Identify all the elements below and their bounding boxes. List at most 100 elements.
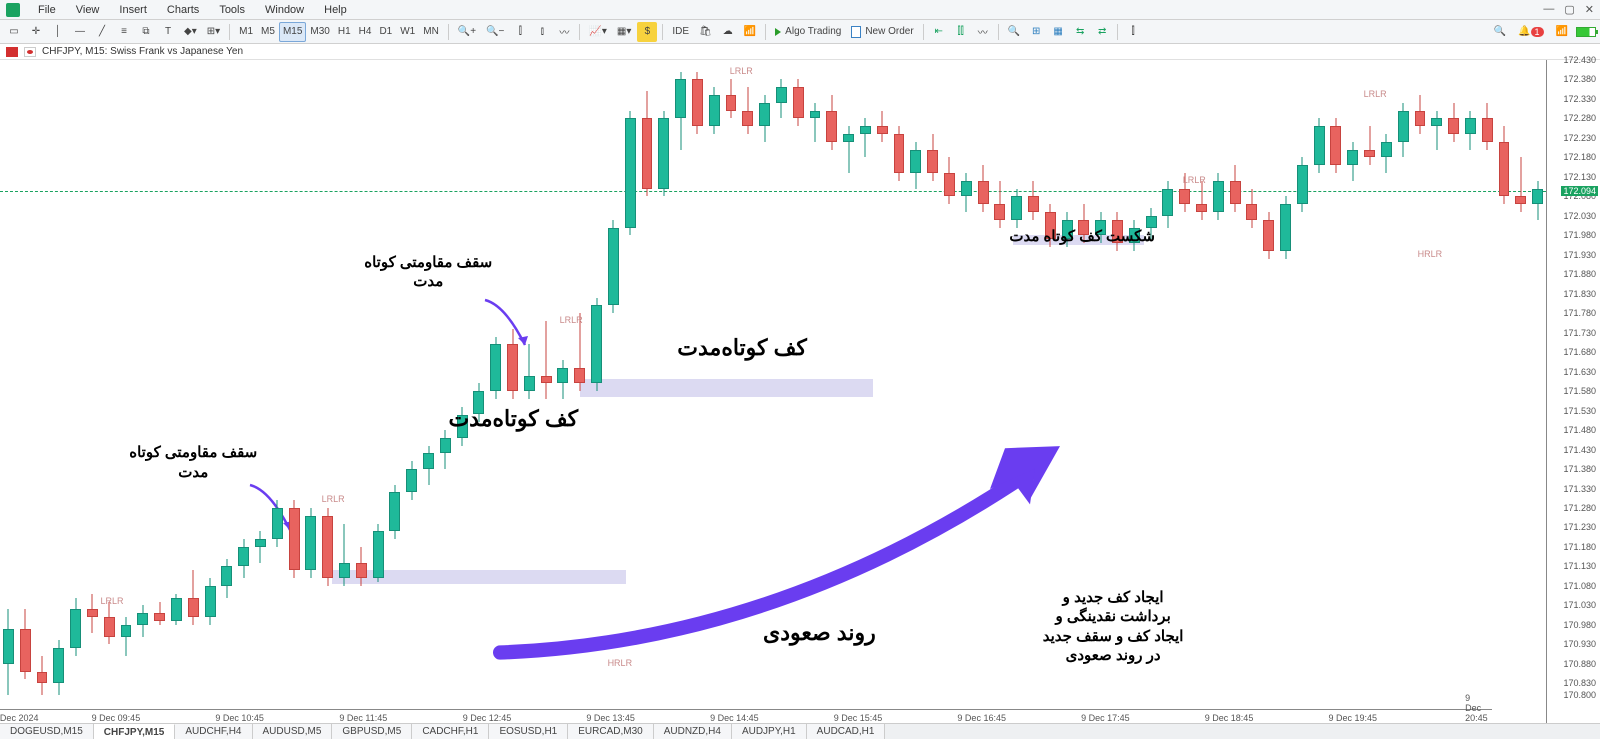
shift-end-icon[interactable]: ⇤ [929, 22, 949, 42]
battery-icon [1576, 27, 1596, 37]
chart-tab[interactable]: AUDCAD,H1 [807, 724, 886, 739]
candle [642, 60, 653, 695]
chart-tab[interactable]: AUDUSD,M5 [253, 724, 333, 739]
timeframe-d1[interactable]: D1 [375, 22, 396, 42]
chart-tab[interactable]: CHFJPY,M15 [94, 724, 176, 739]
algo-trading-button[interactable]: Algo Trading [771, 22, 845, 42]
ytick: 172.280 [1563, 113, 1596, 123]
ytick: 171.580 [1563, 386, 1596, 396]
candle [1364, 60, 1375, 695]
market-icon[interactable]: 🛍 [695, 22, 716, 42]
menu-file[interactable]: File [28, 4, 66, 16]
indicators-icon[interactable]: 📈▾ [585, 22, 610, 42]
menu-window[interactable]: Window [255, 4, 314, 16]
candle [1499, 60, 1510, 695]
chart-tab[interactable]: DOGEUSD,M15 [0, 724, 94, 739]
shapes-icon[interactable]: ◆▾ [180, 22, 201, 42]
timeframe-h1[interactable]: H1 [334, 22, 355, 42]
annotation-text: سقف مقاومتی کوتاهمدت [93, 443, 293, 482]
ytick: 171.980 [1563, 230, 1596, 240]
annotation-text: سقف مقاومتی کوتاهمدت [328, 253, 528, 292]
search-icon[interactable]: 🔍 [1490, 22, 1510, 42]
text-icon[interactable]: T [158, 22, 178, 42]
ytick: 171.630 [1563, 367, 1596, 377]
equidistant-icon[interactable]: ≡ [114, 22, 134, 42]
chart-tab[interactable]: CADCHF,H1 [412, 724, 489, 739]
sync2-icon[interactable]: ⇄ [1092, 22, 1112, 42]
magnifier-icon[interactable]: 🔍 [1004, 22, 1024, 42]
ytick: 170.980 [1563, 620, 1596, 630]
timeframe-m15[interactable]: M15 [279, 22, 306, 42]
auto-scroll-icon[interactable]: ⫿⫿ [951, 22, 971, 42]
candle [305, 60, 316, 695]
candle [574, 60, 585, 695]
new-order-button[interactable]: New Order [847, 22, 917, 42]
chart-tab[interactable]: AUDCHF,H4 [175, 724, 252, 739]
candle [709, 60, 720, 695]
crosshair-icon[interactable]: ✛ [26, 22, 46, 42]
lrlr-label: LRLR [1183, 175, 1206, 185]
candle [1398, 60, 1409, 695]
signals-icon[interactable]: 📶 [740, 22, 760, 42]
xtick: 9 Dec 14:45 [710, 713, 759, 723]
menu-help[interactable]: Help [314, 4, 357, 16]
sync-icon[interactable]: ⇆ [1070, 22, 1090, 42]
timeframe-w1[interactable]: W1 [396, 22, 419, 42]
xtick: 9 Dec 19:45 [1328, 713, 1377, 723]
zoom-out-icon[interactable]: 🔍− [482, 22, 508, 42]
candle [473, 60, 484, 695]
candle [70, 60, 81, 695]
fib-icon[interactable]: ⧉ [136, 22, 156, 42]
chart-tab[interactable]: AUDJPY,H1 [732, 724, 807, 739]
chart-tab[interactable]: EURCAD,M30 [568, 724, 653, 739]
timeframe-m1[interactable]: M1 [235, 22, 257, 42]
cursor-icon[interactable]: ▭ [4, 22, 24, 42]
hline-icon[interactable]: — [70, 22, 90, 42]
timeframe-m5[interactable]: M5 [257, 22, 279, 42]
timeframe-h4[interactable]: H4 [355, 22, 376, 42]
timeframe-mn[interactable]: MN [419, 22, 443, 42]
candle [843, 60, 854, 695]
zoom-in-icon[interactable]: 🔍+ [454, 22, 480, 42]
tile-icon[interactable]: ▦ [1048, 22, 1068, 42]
flag-chf-icon [6, 47, 18, 57]
grid-icon[interactable]: ⊞ [1026, 22, 1046, 42]
candle [389, 60, 400, 695]
candle [154, 60, 165, 695]
xtick: 9 Dec 16:45 [957, 713, 1006, 723]
menu-insert[interactable]: Insert [109, 4, 157, 16]
candle [272, 60, 283, 695]
ytick: 170.800 [1563, 690, 1596, 700]
close-icon[interactable]: ✕ [1585, 3, 1594, 16]
notifications-icon[interactable]: 🔔1 [1514, 22, 1547, 42]
ide-button[interactable]: IDE [668, 22, 693, 42]
chart-shift-icon[interactable]: 〰 [973, 22, 993, 42]
ytick: 171.830 [1563, 289, 1596, 299]
ytick: 171.480 [1563, 425, 1596, 435]
candle [978, 60, 989, 695]
minimize-icon[interactable]: — [1543, 3, 1554, 16]
strategy-tester-icon[interactable]: $ [637, 22, 657, 42]
chart-tabs: DOGEUSD,M15CHFJPY,M15AUDCHF,H4AUDUSD,M5G… [0, 723, 1600, 739]
maximize-icon[interactable]: ▢ [1564, 3, 1574, 16]
chart-area[interactable]: 9 Dec 20249 Dec 09:459 Dec 10:459 Dec 11… [0, 60, 1600, 723]
line-chart-icon[interactable]: 〰 [554, 22, 574, 42]
timeframe-m30[interactable]: M30 [306, 22, 333, 42]
vline-icon[interactable]: │ [48, 22, 68, 42]
candle-chart-icon[interactable]: ⫾ [532, 22, 552, 42]
templates-icon[interactable]: ▦▾ [613, 22, 635, 42]
menu-tools[interactable]: Tools [209, 4, 255, 16]
chart-tab[interactable]: AUDNZD,H4 [654, 724, 732, 739]
depth-icon[interactable]: ⫿ [1123, 22, 1143, 42]
menu-charts[interactable]: Charts [157, 4, 209, 16]
objects-icon[interactable]: ⊞▾ [203, 22, 224, 42]
bar-chart-icon[interactable]: ⫿ [510, 22, 530, 42]
candle [608, 60, 619, 695]
menu-view[interactable]: View [66, 4, 110, 16]
vps-icon[interactable]: ☁ [718, 22, 738, 42]
chart-tab[interactable]: EOSUSD,H1 [489, 724, 568, 739]
chart-tab[interactable]: GBPUSD,M5 [332, 724, 412, 739]
trendline-icon[interactable]: ╱ [92, 22, 112, 42]
candle [826, 60, 837, 695]
connection-icon[interactable]: 📶 [1552, 22, 1572, 42]
